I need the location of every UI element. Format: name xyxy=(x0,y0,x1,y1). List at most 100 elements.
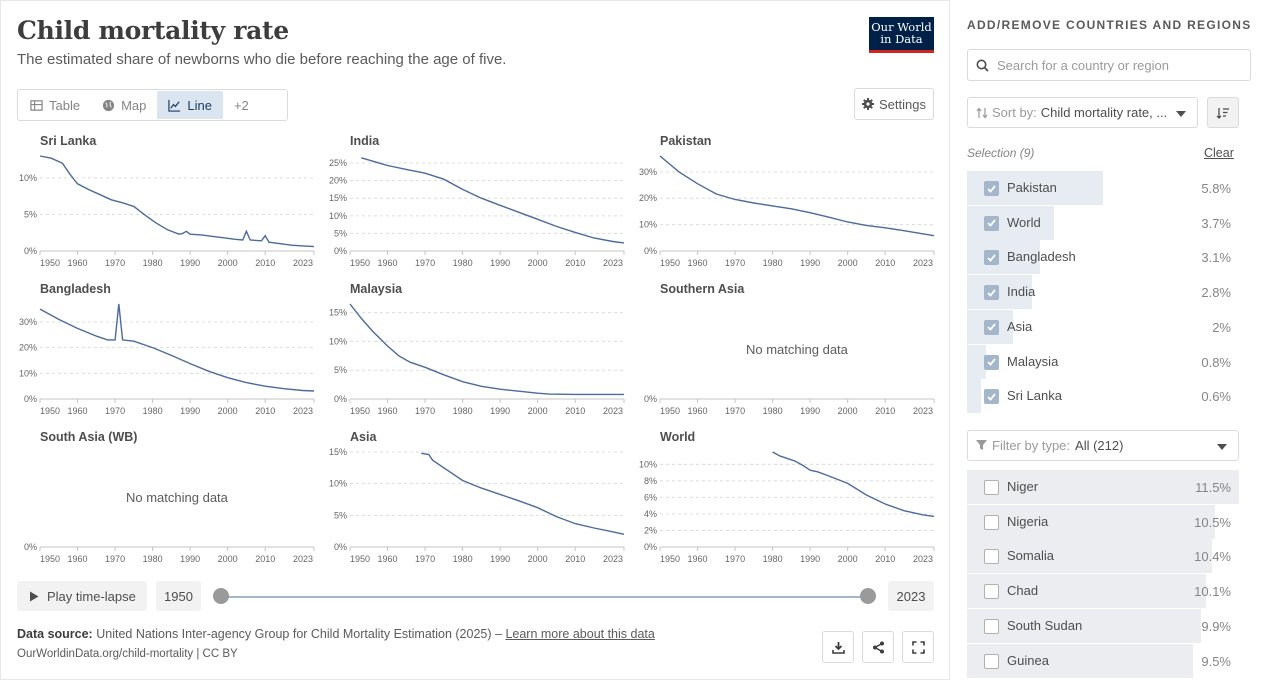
checkbox[interactable] xyxy=(984,514,999,530)
sort-direction-button[interactable] xyxy=(1207,97,1239,128)
series-line[interactable] xyxy=(361,157,625,244)
x-tick-label: 1980 xyxy=(143,554,163,564)
available-item[interactable]: Somalia 10.4% xyxy=(967,539,1239,574)
x-tick-label: 1960 xyxy=(688,406,708,416)
entity-name: Pakistan xyxy=(1007,180,1057,195)
entity-selector: ADD/REMOVE COUNTRIES AND REGIONS Search … xyxy=(950,0,1268,680)
selected-item[interactable]: Bangladesh 3.1% xyxy=(967,240,1239,275)
x-tick-label: 1970 xyxy=(105,258,125,268)
x-tick-label: 2023 xyxy=(293,258,313,268)
checkbox[interactable] xyxy=(984,215,999,231)
checkbox[interactable] xyxy=(984,181,999,196)
y-tick-label: 0% xyxy=(644,246,657,256)
learn-more-link[interactable]: Learn more about this data xyxy=(505,627,655,641)
filter-dropdown[interactable]: Filter by type: All (212) xyxy=(967,430,1239,461)
end-year-box[interactable]: 2023 xyxy=(888,581,934,611)
x-tick-label: 2023 xyxy=(913,554,933,564)
selected-item[interactable]: Asia 2% xyxy=(967,309,1239,344)
panel-malaysia: 0% 5% 10% 15% 1950 1960 1970 1980 1990 2000 2010 20… xyxy=(327,282,625,422)
x-tick-label: 2000 xyxy=(838,406,858,416)
available-item[interactable]: Niger 11.5% xyxy=(967,470,1239,504)
y-tick-label: 30% xyxy=(19,317,37,327)
entity-value: 0.8% xyxy=(1201,354,1231,370)
checkbox[interactable] xyxy=(984,584,999,600)
x-tick-label: 2010 xyxy=(875,554,895,564)
available-item[interactable]: Chad 10.1% xyxy=(967,574,1239,609)
available-item[interactable]: Nigeria 10.5% xyxy=(967,504,1239,539)
check-icon xyxy=(987,358,996,366)
panel-chart: 0% 5% 10% 1950 1960 1970 1980 1990 2000 2010 2023 xyxy=(19,155,315,268)
checkbox[interactable] xyxy=(984,354,999,370)
fullscreen-button[interactable] xyxy=(902,631,934,663)
series-line[interactable] xyxy=(421,452,625,535)
series-line[interactable] xyxy=(39,303,315,392)
y-tick-label: 10% xyxy=(329,211,347,221)
checkbox[interactable] xyxy=(984,285,999,301)
end-year-handle[interactable] xyxy=(860,588,876,604)
play-icon xyxy=(30,591,39,601)
tab-table[interactable]: Table xyxy=(19,91,91,119)
checkbox[interactable] xyxy=(984,653,999,669)
tab-map[interactable]: Map xyxy=(91,91,157,119)
y-tick-label: 2% xyxy=(644,525,657,535)
entity-value: 9.9% xyxy=(1201,618,1231,634)
play-timelapse-button[interactable]: Play time-lapse xyxy=(17,581,147,611)
entity-name: Sri Lanka xyxy=(1007,388,1062,404)
x-tick-label: 1990 xyxy=(800,406,820,416)
download-button[interactable] xyxy=(822,631,854,663)
checkbox[interactable] xyxy=(984,250,999,266)
clear-selection-button[interactable]: Clear xyxy=(1204,146,1234,160)
checkbox[interactable] xyxy=(984,319,999,335)
no-data-message: No matching data xyxy=(126,490,228,505)
checkbox[interactable] xyxy=(984,618,999,634)
x-tick-label: 1990 xyxy=(800,554,820,564)
checkbox[interactable] xyxy=(984,389,999,405)
x-tick-label: 1990 xyxy=(180,554,200,564)
series-line[interactable] xyxy=(349,303,624,396)
entity-value: 5.8% xyxy=(1201,181,1231,196)
checkbox[interactable] xyxy=(984,549,999,565)
available-item[interactable]: South Sudan 9.9% xyxy=(967,608,1239,643)
y-tick-label: 0% xyxy=(334,542,347,552)
selected-item[interactable]: Malaysia 0.8% xyxy=(967,344,1239,379)
series-line[interactable] xyxy=(39,155,315,248)
panel-sri-lanka: 0% 5% 10% 1950 1960 1970 1980 1990 2000 2010 2023 S… xyxy=(17,134,315,274)
available-item[interactable]: Guinea 9.5% xyxy=(967,643,1239,678)
tab-table-label: Table xyxy=(49,97,81,113)
selected-item[interactable]: Pakistan 5.8% xyxy=(967,171,1239,205)
start-year-handle[interactable] xyxy=(213,588,229,604)
x-tick-label: 1970 xyxy=(415,258,435,268)
value-bar xyxy=(967,344,987,379)
tab-line[interactable]: Line xyxy=(157,91,223,119)
panel-title: Malaysia xyxy=(350,282,403,296)
entity-name: Asia xyxy=(1007,318,1033,334)
start-year-box[interactable]: 1950 xyxy=(156,581,201,611)
panel-title: Pakistan xyxy=(660,134,712,148)
entity-value: 2.8% xyxy=(1201,285,1231,301)
sort-dropdown[interactable]: Sort by: Child mortality rate, ... xyxy=(967,97,1198,128)
checkbox[interactable] xyxy=(984,480,999,495)
timeline-controls: Play time-lapse 1950 2023 xyxy=(17,581,934,611)
selected-item[interactable]: Sri Lanka 0.6% xyxy=(967,379,1239,414)
entity-value: 0.6% xyxy=(1201,389,1231,405)
share-button[interactable] xyxy=(862,631,894,663)
x-tick-label: 1970 xyxy=(725,554,745,564)
series-line[interactable] xyxy=(659,155,935,237)
check-icon xyxy=(987,393,996,401)
x-tick-label: 1960 xyxy=(378,258,398,268)
selector-heading: ADD/REMOVE COUNTRIES AND REGIONS xyxy=(967,18,1252,32)
y-tick-label: 0% xyxy=(644,542,657,552)
panel-title: Southern Asia xyxy=(660,282,745,296)
tab-more[interactable]: +2 xyxy=(223,91,260,119)
timeline-track[interactable] xyxy=(221,596,868,598)
selected-item[interactable]: World 3.7% xyxy=(967,205,1239,240)
owid-logo[interactable]: Our World in Data xyxy=(869,17,934,53)
panel-south-asia-wb-: 0% 1950 1960 1970 1980 1990 2000 2010 2023 South … xyxy=(17,430,315,570)
x-tick-label: 1950 xyxy=(660,554,680,564)
settings-button[interactable]: Settings xyxy=(854,88,934,120)
x-tick-label: 1970 xyxy=(105,406,125,416)
y-tick-label: 4% xyxy=(644,509,657,519)
search-input[interactable]: Search for a country or region xyxy=(967,49,1251,81)
selected-item[interactable]: India 2.8% xyxy=(967,275,1239,310)
series-line[interactable] xyxy=(772,451,935,518)
